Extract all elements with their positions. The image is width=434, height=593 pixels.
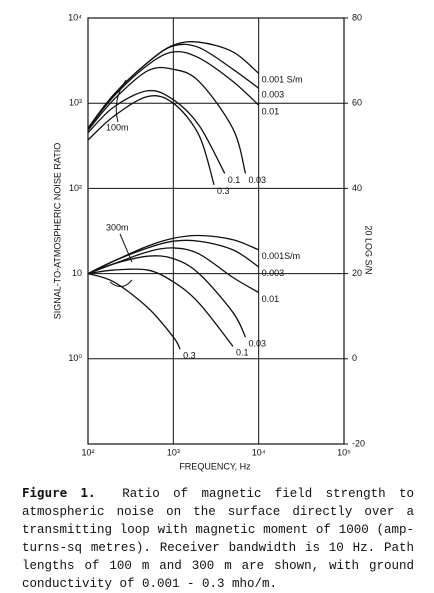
annotation: 300m: [106, 222, 129, 232]
y2-tick-label: 40: [352, 183, 362, 193]
curve-label: 0.003: [262, 268, 285, 278]
y2-tick-label: -20: [352, 438, 365, 448]
x-tick-label: 10⁴: [252, 447, 266, 457]
y-tick-label: 10³: [69, 98, 82, 108]
curve-label: 0.001S/m: [262, 251, 301, 261]
x-tick-label: 10²: [81, 447, 94, 457]
y2-tick-label: 20: [352, 268, 362, 278]
curve-label: 0.01: [262, 106, 280, 116]
curve: [87, 268, 234, 347]
curve-label: 0.01: [262, 294, 280, 304]
curve: [87, 89, 226, 174]
curve: [87, 272, 181, 350]
y-axis-label: SIGNAL-TO-ATMOSPHERIC NOISE RATIO: [52, 143, 62, 320]
y2-tick-label: 60: [352, 98, 362, 108]
curve-label: 0.3: [217, 186, 230, 196]
curve-label: 0.03: [248, 338, 266, 348]
curve: [87, 66, 247, 174]
y-tick-label: 10⁰: [68, 353, 82, 363]
curve: [87, 43, 260, 129]
y-tick-label: 10⁴: [68, 12, 82, 22]
caption: Figure 1. Ratio of magnetic field streng…: [22, 484, 414, 593]
y2-axis-label: 20 LOG S/N: [364, 225, 374, 274]
x-tick-label: 10⁵: [337, 447, 351, 457]
chart: FREQUENCY, Hz SIGNAL-TO-ATMOSPHERIC NOIS…: [52, 12, 374, 471]
curve: [87, 50, 260, 130]
curve-label: 0.001 S/m: [262, 75, 303, 85]
y-tick-label: 10: [72, 268, 82, 278]
x-axis-label: FREQUENCY, Hz: [179, 461, 251, 471]
curve: [87, 255, 247, 338]
y2-tick-label: 80: [352, 12, 362, 22]
x-tick-label: 10³: [167, 447, 180, 457]
curve-label: 0.003: [262, 90, 285, 100]
annotation: 100m: [106, 122, 129, 132]
curve-label: 0.3: [183, 350, 196, 360]
curve: [87, 239, 260, 275]
y2-tick-label: 0: [352, 353, 357, 363]
curve-label: 0.1: [236, 348, 249, 358]
curve: [87, 95, 215, 186]
caption-text: Ratio of magnetic field strength to atmo…: [22, 487, 414, 591]
curve-label: 0.03: [248, 175, 266, 185]
curve-label: 0.1: [228, 175, 241, 185]
caption-label: Figure 1.: [22, 485, 96, 500]
y-tick-label: 10²: [69, 183, 82, 193]
